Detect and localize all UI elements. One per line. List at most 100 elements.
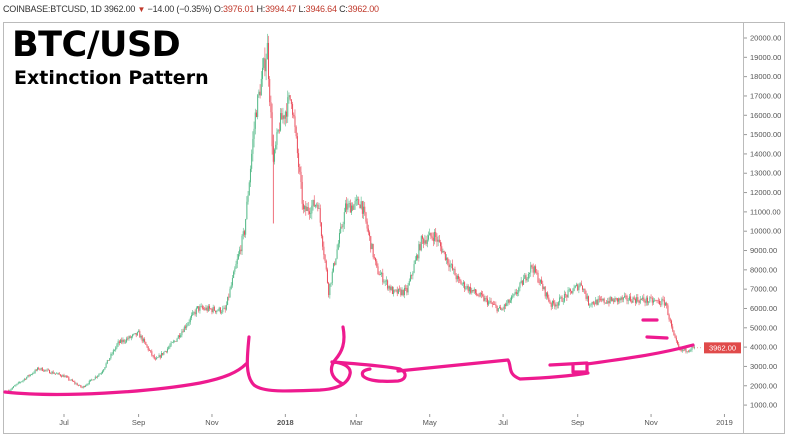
candle-body	[661, 299, 663, 305]
candle-body	[16, 383, 18, 385]
candle-body	[376, 261, 378, 267]
candle-body	[165, 351, 167, 352]
candle-body	[203, 308, 205, 309]
price-axis[interactable]	[743, 22, 785, 434]
candle-body	[460, 280, 462, 285]
low-label: L:	[298, 4, 306, 14]
candle-body	[492, 304, 494, 305]
candle-body	[465, 288, 467, 290]
candle-body	[172, 341, 174, 343]
candle-body	[81, 387, 83, 388]
candle-body	[683, 349, 685, 351]
candle-body	[513, 293, 515, 296]
candle-body	[387, 280, 389, 289]
candle-body	[618, 298, 620, 302]
candle-body	[379, 274, 381, 276]
candle-body	[207, 306, 209, 311]
candle-body	[568, 289, 570, 291]
candle-body	[171, 342, 173, 343]
y-tick-label: 11000.00	[750, 207, 781, 216]
candle-body	[145, 341, 147, 345]
candle-body	[626, 295, 628, 301]
candle-body	[218, 307, 220, 311]
candle-body	[625, 295, 627, 297]
candle-body	[43, 370, 45, 372]
candle-body	[399, 288, 401, 290]
candle-body	[542, 283, 544, 290]
candle-body	[160, 353, 162, 358]
candle-body	[93, 379, 95, 381]
candle-body	[328, 282, 330, 296]
candle-body	[150, 350, 152, 352]
candle-body	[400, 289, 402, 296]
candle-body	[571, 290, 573, 294]
candle-body	[391, 286, 393, 294]
candle-body	[242, 231, 244, 236]
y-tick-label: 3000.00	[750, 362, 777, 371]
candle-body	[70, 379, 72, 381]
candle-body	[402, 289, 404, 295]
candle-body	[691, 346, 693, 350]
candle-body	[194, 312, 196, 315]
candle-body	[342, 224, 344, 228]
open-label: O:	[213, 4, 224, 14]
candle-body	[274, 149, 276, 162]
candle-body	[105, 363, 107, 368]
candle-body	[205, 307, 207, 310]
candle-body	[578, 286, 580, 291]
candle-body	[547, 292, 549, 298]
candle-body	[104, 367, 106, 370]
candle-body	[462, 282, 464, 285]
candle-body	[608, 301, 610, 304]
candle-body	[644, 301, 646, 303]
candle-body	[302, 203, 304, 210]
candle-body	[363, 206, 365, 214]
candle-body	[597, 298, 599, 305]
candle-body	[249, 168, 251, 183]
candle-body	[620, 297, 622, 301]
candle-body	[158, 355, 160, 358]
candle-body	[378, 274, 380, 276]
candle-body	[263, 58, 265, 68]
candle-body	[685, 347, 687, 352]
candle-body	[543, 286, 545, 290]
current-price-box	[704, 342, 741, 354]
x-tick-label: 2018	[277, 418, 294, 427]
candle-body	[619, 298, 621, 301]
candle-body	[539, 279, 541, 283]
candle-body	[606, 302, 608, 304]
candle-body	[642, 297, 644, 300]
candle-body	[159, 355, 161, 358]
candle-body	[639, 298, 641, 303]
candle-body	[369, 232, 371, 237]
candle-body	[111, 353, 113, 355]
candle-body	[655, 300, 657, 301]
candle-body	[548, 297, 550, 302]
candle-body	[176, 338, 178, 342]
candle-body	[248, 182, 250, 196]
candle-body	[532, 266, 534, 273]
candle-body	[604, 302, 606, 304]
candle-body	[188, 322, 190, 324]
candle-body	[424, 240, 426, 244]
dino-foot	[548, 361, 589, 374]
candle-body	[334, 263, 336, 265]
candle-body	[365, 212, 367, 222]
candle-body	[505, 304, 507, 306]
candle-body	[148, 350, 150, 351]
candle-body	[21, 381, 23, 383]
candle-body	[371, 243, 373, 250]
candle-body	[441, 246, 443, 253]
candle-body	[154, 358, 156, 360]
candle-body	[80, 385, 82, 388]
candle-body	[673, 330, 675, 336]
candle-body	[523, 278, 525, 285]
chart-pane[interactable]	[3, 22, 744, 434]
candle-body	[429, 232, 431, 236]
candle-body	[486, 298, 488, 305]
candle-body	[144, 339, 146, 342]
candle-body	[514, 292, 516, 294]
candle-body	[255, 112, 257, 117]
candle-body	[563, 294, 565, 302]
candle-body	[77, 385, 79, 386]
